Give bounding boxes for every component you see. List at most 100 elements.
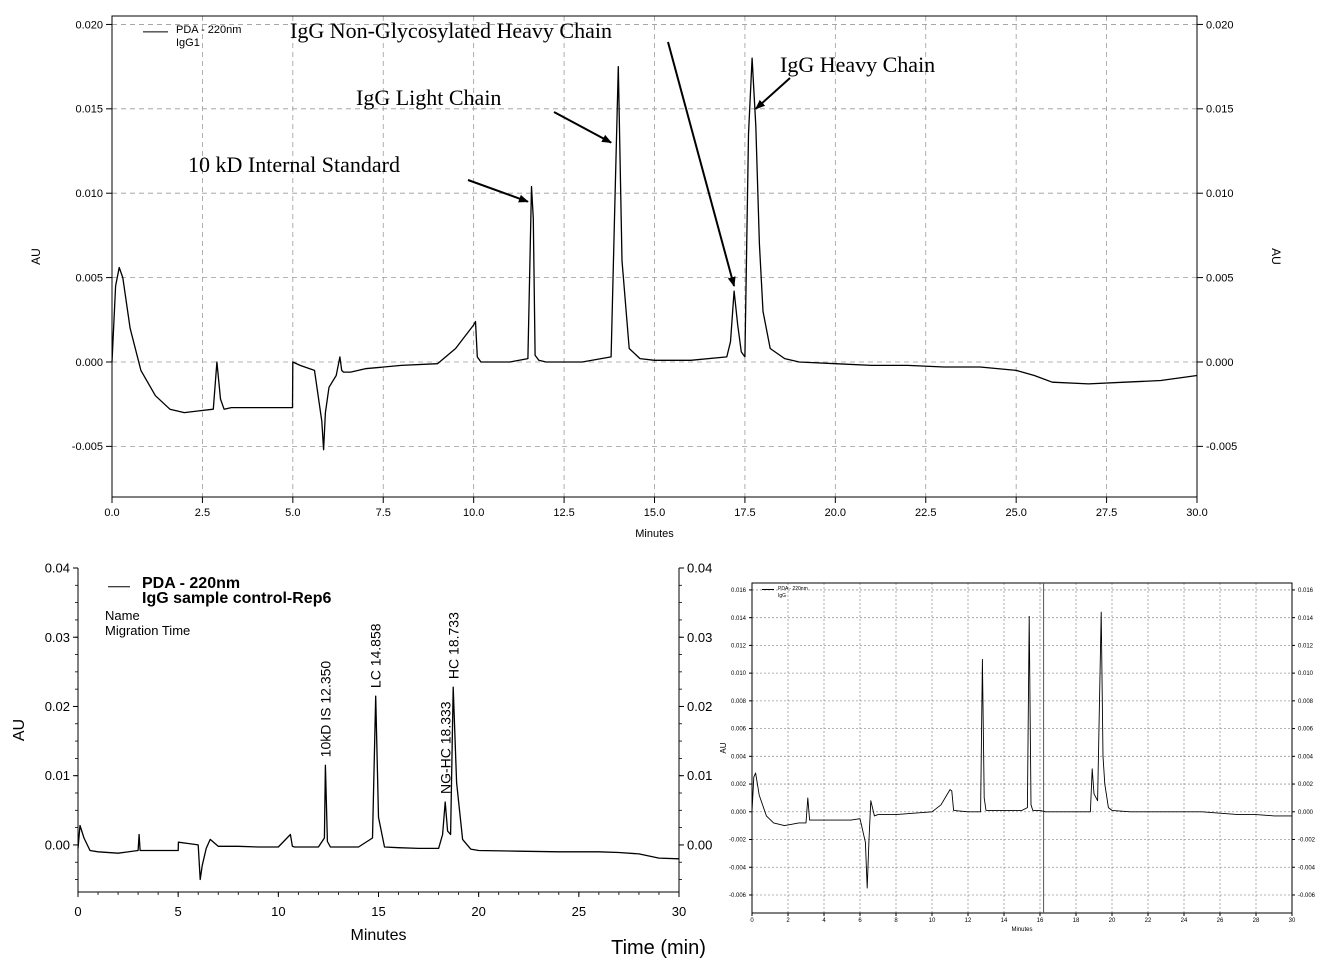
y-tick-label-right: -0.002 (1298, 838, 1316, 844)
y-tick-label: 0.010 (75, 188, 103, 200)
x-tick-label: 2.5 (195, 507, 210, 519)
x-tick-label: 30 (672, 904, 686, 919)
y-tick-label-right: 0.020 (1206, 19, 1234, 31)
annotation-label: IgG Light Chain (356, 85, 501, 110)
x-tick-label: 30.0 (1186, 507, 1207, 519)
y-tick-label-right: 0.016 (1298, 588, 1314, 594)
y-tick-label-right: -0.006 (1298, 893, 1316, 899)
x-tick-label: 5 (175, 904, 182, 919)
y-axis-label: AU (29, 248, 43, 265)
y-tick-label: -0.002 (729, 838, 747, 844)
x-tick-label: 6 (858, 918, 862, 924)
peak-label: NG-HC 18.333 (437, 701, 453, 794)
legend-label: PDA - 220nm (778, 586, 808, 592)
x-tick-label: 10.0 (463, 507, 484, 519)
y-tick-label: 0.01 (45, 768, 70, 783)
y-tick-label-right: 0.000 (1206, 357, 1234, 369)
legend-line: IgG sample control-Rep6 (142, 590, 331, 607)
y-tick-label-right: 0.014 (1298, 616, 1314, 622)
x-tick-label: 15 (371, 904, 385, 919)
trace-line (111, 57, 1198, 451)
y-tick-label: 0.004 (731, 754, 747, 760)
annotation-label: IgG Non-Glycosylated Heavy Chain (290, 18, 612, 43)
x-tick-label: 12.5 (553, 507, 574, 519)
x-axis-label: Minutes (635, 528, 674, 540)
y-tick-label-right: -0.004 (1298, 865, 1316, 871)
x-tick-label: 15.0 (644, 507, 665, 519)
x-tick-label: 17.5 (734, 507, 755, 519)
y-tick-label: 0.03 (45, 630, 70, 645)
y-tick-label: 0.006 (731, 727, 747, 733)
y-tick-label-right: 0.004 (1298, 754, 1314, 760)
y-tick-label-right: 0.002 (1298, 782, 1314, 788)
x-tick-label: 0.0 (104, 507, 119, 519)
x-tick-label: 30 (1289, 918, 1296, 924)
y-tick-label: -0.004 (729, 865, 747, 871)
x-tick-label: 27.5 (1096, 507, 1117, 519)
plot-frame (751, 582, 1293, 914)
chart-top: 0.0 2.5 5.0 7.5 10.0 12.5 15.0 17.5 20.0 22.5 25.0… (29, 15, 1283, 540)
y-tick-label-right: 0.010 (1298, 671, 1314, 677)
x-tick-label: 10 (929, 918, 936, 924)
x-tick-label: 20 (1109, 918, 1116, 924)
y-tick-label: -0.006 (729, 893, 747, 899)
peak-label: 10kD IS 12.350 (317, 661, 333, 758)
x-tick-label: 0 (750, 918, 754, 924)
x-axis-label: Minutes (350, 927, 406, 944)
peak-label: LC 14.858 (368, 623, 384, 688)
annotation-arrow (467, 179, 529, 203)
y-tick-label: 0.020 (75, 19, 103, 31)
legend-line: Name (105, 608, 140, 623)
x-tick-label: 22.5 (915, 507, 936, 519)
x-tick-label: 0 (74, 904, 81, 919)
x-tick-label: 25 (572, 904, 586, 919)
legend-label: PDA - 220nm (142, 575, 240, 592)
annotation-arrow (667, 41, 736, 288)
x-tick-label: 16 (1037, 918, 1044, 924)
x-tick-label: 4 (822, 918, 826, 924)
chart-bottom-left: 0 5 10 15 20 25 30 0.04 0.04 0.03 0.03 0.02 0.02 0.01… (11, 561, 712, 944)
x-tick-label: 8 (894, 918, 898, 924)
trace-line (751, 611, 1292, 889)
x-tick-label: 12 (965, 918, 972, 924)
x-tick-label: 5.0 (285, 507, 300, 519)
shared-x-axis-label: Time (min) (611, 937, 706, 959)
x-tick-label: 2 (786, 918, 790, 924)
y-tick-label: -0.005 (72, 441, 103, 453)
y-tick-label-right: 0.005 (1206, 272, 1234, 284)
y-tick-label: 0.002 (731, 782, 747, 788)
y-tick-label-right: 0.03 (687, 630, 712, 645)
x-tick-label: 20.0 (825, 507, 846, 519)
y-tick-label: 0.012 (731, 643, 747, 649)
peak-label: HC 18.733 (445, 612, 461, 679)
legend-label: PDA - 220nm (176, 24, 241, 36)
x-tick-label: 18 (1073, 918, 1080, 924)
legend-line: Migration Time (105, 623, 190, 638)
y-tick-label-right: 0.000 (1298, 810, 1314, 816)
x-tick-label: 24 (1181, 918, 1188, 924)
y-tick-label: 0.016 (731, 588, 747, 594)
y-tick-label-right: 0.015 (1206, 104, 1234, 116)
y-tick-label-right: 0.00 (687, 837, 712, 852)
x-tick-label: 26 (1217, 918, 1224, 924)
legend-line: IgG (778, 593, 786, 599)
annotation-arrow (553, 111, 612, 144)
y-tick-label-right: 0.04 (687, 561, 712, 576)
x-tick-label: 10 (271, 904, 285, 919)
annotation-label: 10 kD Internal Standard (188, 152, 400, 177)
y-tick-label: 0.005 (75, 272, 103, 284)
y-tick-label-right: 0.012 (1298, 643, 1314, 649)
y-tick-label: 0.008 (731, 699, 747, 705)
x-tick-label: 22 (1145, 918, 1152, 924)
y-tick-label: 0.014 (731, 616, 747, 622)
y-tick-label-right: 0.02 (687, 699, 712, 714)
y-tick-label-right: 0.01 (687, 768, 712, 783)
y-tick-label: 0.02 (45, 699, 70, 714)
y-tick-label: 0.04 (45, 561, 70, 576)
y-tick-label: 0.000 (731, 810, 747, 816)
y-tick-label-right: -0.005 (1206, 441, 1237, 453)
y-tick-label-right: 0.010 (1206, 188, 1234, 200)
y-axis-label: AU (11, 719, 28, 741)
x-tick-label: 7.5 (376, 507, 391, 519)
